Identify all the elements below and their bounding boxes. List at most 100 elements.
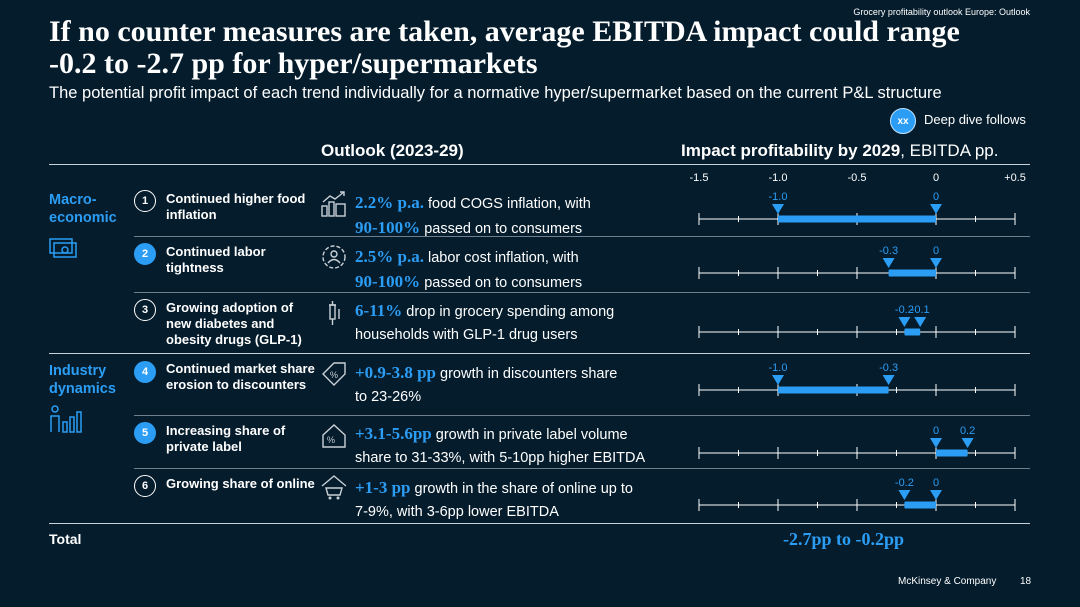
trend-label: Continued higher food inflation: [166, 191, 306, 222]
discount-tag-icon: %: [320, 360, 348, 388]
outlook-text: +3.1-5.6pp growth in private label volum…: [355, 422, 675, 470]
range-max-label: 0: [933, 191, 939, 203]
row-number: 5: [134, 422, 156, 444]
gear-people-icon: [320, 243, 348, 271]
range-min-marker: [898, 317, 911, 327]
people-chart-icon: [49, 404, 83, 439]
range-bar: [904, 328, 921, 336]
row-number: 4: [134, 361, 156, 383]
range-min-label: -0.2: [895, 477, 914, 489]
outlook-text-line1: drop in grocery spending among: [402, 304, 615, 320]
house-percent-icon: %: [320, 422, 348, 450]
range-max-label: -0.1: [911, 304, 930, 316]
outlook-text-line2: passed on to consumers: [420, 221, 583, 237]
row-divider: [134, 292, 1030, 293]
range-max-marker: [961, 438, 974, 448]
outlook-highlight: 2.5% p.a.: [355, 247, 424, 266]
header-tag: Grocery profitability outlook Europe: Ou…: [853, 7, 1030, 17]
range-min-label: -1.0: [769, 191, 788, 203]
deep-dive-label: Deep dive follows: [924, 112, 1026, 127]
impact-header-unit: , EBITDA pp.: [900, 141, 999, 160]
trend-label: Continued labor tightness: [166, 244, 266, 275]
row-number: 1: [134, 190, 156, 212]
trend-label: Growing share of online: [166, 476, 315, 491]
outlook-highlight: +3.1-5.6pp: [355, 424, 432, 443]
page-number: 18: [1020, 576, 1032, 587]
page-title: If no counter measures are taken, averag…: [49, 15, 960, 80]
total-label: Total: [49, 531, 82, 547]
outlook-text-line2: share to 31-33%, with 5-10pp higher EBIT…: [355, 450, 646, 466]
range-min-label: -0.3: [879, 245, 898, 257]
range-max-label: 0: [933, 245, 939, 257]
axis-tick-label: -1.5: [690, 172, 709, 184]
header-divider: [49, 164, 1030, 165]
outlook-highlight-2: 90-100%: [355, 272, 421, 291]
outlook-text-line2: households with GLP-1 drug users: [355, 327, 578, 343]
outlook-text-line2: to 23-26%: [355, 389, 422, 405]
range-min-label: 0: [933, 425, 939, 437]
total-value: -2.7pp to -0.2pp: [783, 529, 905, 549]
range-min-marker: [882, 258, 895, 268]
row-divider: [134, 415, 1030, 416]
range-bar: [936, 449, 968, 457]
range-max-marker: [930, 258, 942, 268]
outlook-text-line1: growth in the share of online up to: [410, 481, 633, 497]
outlook-text: +0.9-3.8 pp growth in discounters share …: [355, 361, 675, 409]
trend-label: Increasing share of private label: [166, 423, 286, 454]
axis-tick-label: +0.5: [1004, 172, 1026, 184]
outlook-text-line1: growth in private label volume: [431, 427, 628, 443]
row-number: 3: [134, 299, 156, 321]
inflation-chart-icon: [320, 190, 348, 218]
range-min-marker: [772, 204, 784, 214]
group-label-industry: Industry dynamics: [49, 363, 116, 397]
group-divider: [49, 353, 1030, 354]
impact-range-chart: -1.5 -1.0 -0.5 0 +0.5-1.0 0-0.3 0-0.2-0.1-1.0-…: [690, 172, 1026, 511]
trend-label: Continued market share erosion to discou…: [166, 361, 315, 392]
range-max-label: 0.2: [960, 425, 975, 437]
impact-header-bold: Impact profitability by 2029: [681, 141, 901, 160]
outlook-text-line1: labor cost inflation, with: [423, 250, 579, 266]
range-max-marker: [930, 490, 942, 500]
range-bar: [778, 386, 889, 394]
row-number: 2: [134, 243, 156, 265]
money-icon: [49, 236, 81, 267]
range-max-marker: [930, 204, 942, 214]
range-min-label: -1.0: [769, 362, 788, 374]
outlook-text: +1-3 pp growth in the share of online up…: [355, 476, 675, 524]
range-max-marker: [914, 317, 927, 327]
outlook-text: 6-11% drop in grocery spending among hou…: [355, 299, 675, 347]
outlook-column-header: Outlook (2023-29): [321, 141, 464, 160]
range-max-label: 0: [933, 477, 939, 489]
row-number: 6: [134, 475, 156, 497]
outlook-highlight: 2.2% p.a.: [355, 193, 424, 212]
range-bar: [904, 501, 936, 509]
total-divider: [49, 523, 1030, 524]
trend-label: Growing adoption of new diabetes and obe…: [166, 300, 302, 347]
svg-text:%: %: [330, 370, 338, 380]
range-min-marker: [898, 490, 911, 500]
syringe-icon: [320, 299, 348, 327]
outlook-text-line1: growth in discounters share: [436, 366, 618, 382]
axis-tick-label: 0: [933, 172, 939, 184]
axis-tick-label: -1.0: [769, 172, 788, 184]
footer-brand: McKinsey & Company: [898, 576, 997, 587]
svg-text:%: %: [327, 435, 335, 445]
outlook-text-line2: 7-9%, with 3-6pp lower EBITDA: [355, 504, 559, 520]
outlook-highlight-2: 90-100%: [355, 218, 421, 237]
range-max-marker: [882, 375, 895, 385]
outlook-text: 2.5% p.a. labor cost inflation, with 90-…: [355, 245, 675, 295]
deep-dive-badge[interactable]: xx: [890, 108, 916, 134]
range-max-label: -0.3: [879, 362, 898, 374]
range-min-label: -0.2: [895, 304, 914, 316]
range-min-marker: [772, 375, 784, 385]
outlook-highlight: 6-11%: [355, 301, 403, 320]
range-min-marker: [930, 438, 942, 448]
impact-column-header: Impact profitability by 2029, EBITDA pp.: [681, 141, 998, 161]
group-label-macro: Macro-economic: [49, 192, 117, 226]
online-cart-icon: [320, 474, 348, 502]
outlook-text-line1: food COGS inflation, with: [423, 196, 591, 212]
outlook-text: 2.2% p.a. food COGS inflation, with 90-1…: [355, 191, 675, 241]
outlook-text-line2: passed on to consumers: [420, 275, 583, 291]
row-divider: [134, 468, 1030, 469]
outlook-highlight: +1-3 pp: [355, 478, 411, 497]
